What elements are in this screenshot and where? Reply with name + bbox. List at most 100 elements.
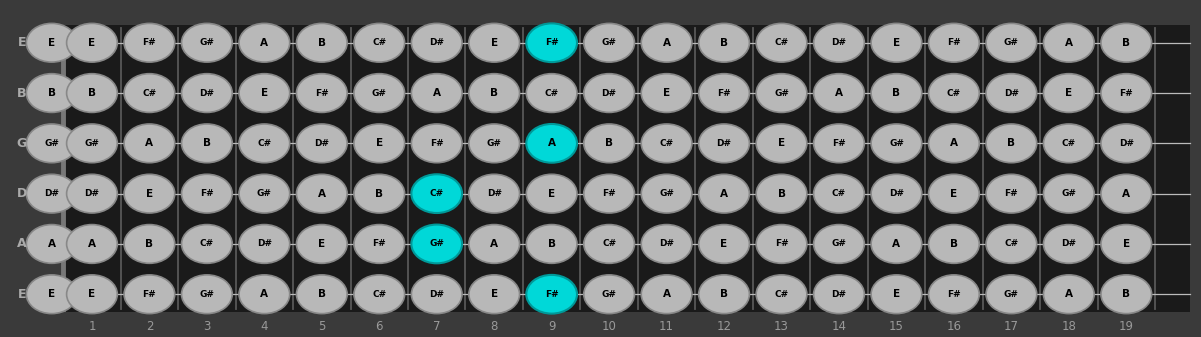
Ellipse shape bbox=[468, 174, 520, 213]
Text: 16: 16 bbox=[946, 320, 962, 333]
Text: E: E bbox=[491, 38, 497, 48]
Ellipse shape bbox=[181, 23, 232, 62]
Ellipse shape bbox=[526, 275, 576, 314]
Ellipse shape bbox=[641, 275, 692, 314]
Text: C#: C# bbox=[832, 189, 846, 198]
Ellipse shape bbox=[26, 74, 77, 113]
Ellipse shape bbox=[1101, 174, 1152, 213]
Ellipse shape bbox=[412, 174, 462, 213]
Ellipse shape bbox=[66, 124, 118, 163]
Ellipse shape bbox=[641, 74, 692, 113]
Ellipse shape bbox=[986, 174, 1036, 213]
Text: F#: F# bbox=[545, 290, 558, 299]
Text: C#: C# bbox=[544, 89, 558, 97]
Ellipse shape bbox=[124, 74, 175, 113]
Ellipse shape bbox=[757, 23, 807, 62]
Text: D#: D# bbox=[429, 38, 444, 47]
Text: D#: D# bbox=[831, 38, 847, 47]
Text: F#: F# bbox=[143, 38, 156, 47]
Ellipse shape bbox=[699, 23, 749, 62]
Text: 5: 5 bbox=[318, 320, 325, 333]
Ellipse shape bbox=[297, 275, 347, 314]
Ellipse shape bbox=[239, 74, 289, 113]
Text: E: E bbox=[89, 38, 96, 48]
Ellipse shape bbox=[1044, 124, 1094, 163]
Ellipse shape bbox=[354, 23, 405, 62]
Text: F#: F# bbox=[832, 139, 846, 148]
Ellipse shape bbox=[584, 224, 634, 263]
Ellipse shape bbox=[26, 23, 77, 62]
Ellipse shape bbox=[986, 74, 1036, 113]
Text: E: E bbox=[318, 239, 325, 249]
Text: A: A bbox=[1065, 289, 1072, 299]
Ellipse shape bbox=[124, 124, 175, 163]
Ellipse shape bbox=[641, 124, 692, 163]
Text: A: A bbox=[318, 189, 325, 198]
Text: G#: G# bbox=[429, 240, 444, 248]
Text: F#: F# bbox=[948, 38, 961, 47]
Text: C#: C# bbox=[143, 89, 156, 97]
Text: 8: 8 bbox=[490, 320, 498, 333]
Ellipse shape bbox=[1044, 275, 1094, 314]
Text: F#: F# bbox=[372, 240, 386, 248]
Ellipse shape bbox=[584, 23, 634, 62]
Text: A: A bbox=[17, 238, 26, 250]
Text: A: A bbox=[1122, 189, 1130, 198]
Text: B: B bbox=[721, 289, 728, 299]
Text: E: E bbox=[48, 289, 55, 299]
Text: G#: G# bbox=[486, 139, 502, 148]
Text: F#: F# bbox=[948, 290, 961, 299]
Text: C#: C# bbox=[372, 290, 387, 299]
Ellipse shape bbox=[412, 275, 462, 314]
Ellipse shape bbox=[699, 74, 749, 113]
Text: G#: G# bbox=[775, 89, 789, 97]
Text: 3: 3 bbox=[203, 320, 210, 333]
Text: E: E bbox=[892, 289, 900, 299]
Text: A: A bbox=[48, 239, 55, 249]
Text: E: E bbox=[145, 189, 153, 198]
Text: 11: 11 bbox=[659, 320, 674, 333]
Text: F#: F# bbox=[1004, 189, 1018, 198]
Text: B: B bbox=[375, 189, 383, 198]
Ellipse shape bbox=[871, 23, 922, 62]
Text: E: E bbox=[548, 189, 555, 198]
Text: F#: F# bbox=[430, 139, 443, 148]
Text: B: B bbox=[721, 38, 728, 48]
Ellipse shape bbox=[699, 174, 749, 213]
Text: C#: C# bbox=[659, 139, 674, 148]
Ellipse shape bbox=[181, 174, 232, 213]
Text: B: B bbox=[1122, 38, 1130, 48]
Ellipse shape bbox=[297, 124, 347, 163]
Ellipse shape bbox=[412, 23, 462, 62]
Text: 1: 1 bbox=[88, 320, 96, 333]
Ellipse shape bbox=[297, 23, 347, 62]
Text: 2: 2 bbox=[145, 320, 154, 333]
Text: E: E bbox=[89, 289, 96, 299]
Ellipse shape bbox=[757, 275, 807, 314]
Text: C#: C# bbox=[775, 38, 789, 47]
Text: B: B bbox=[605, 139, 614, 148]
Text: A: A bbox=[261, 38, 268, 48]
Text: D#: D# bbox=[84, 189, 100, 198]
Text: B: B bbox=[490, 88, 498, 98]
Ellipse shape bbox=[526, 124, 576, 163]
Text: B: B bbox=[318, 38, 325, 48]
Ellipse shape bbox=[181, 275, 232, 314]
Ellipse shape bbox=[928, 23, 979, 62]
Ellipse shape bbox=[239, 174, 289, 213]
Ellipse shape bbox=[412, 224, 462, 263]
Text: C#: C# bbox=[1004, 240, 1018, 248]
Text: 17: 17 bbox=[1004, 320, 1018, 333]
Ellipse shape bbox=[297, 74, 347, 113]
Text: B: B bbox=[548, 239, 556, 249]
Text: G#: G# bbox=[257, 189, 271, 198]
Text: B: B bbox=[17, 87, 26, 99]
Text: F#: F# bbox=[201, 189, 214, 198]
Ellipse shape bbox=[1101, 23, 1152, 62]
Ellipse shape bbox=[66, 74, 118, 113]
Ellipse shape bbox=[354, 174, 405, 213]
Text: 6: 6 bbox=[376, 320, 383, 333]
Ellipse shape bbox=[1044, 174, 1094, 213]
Ellipse shape bbox=[66, 275, 118, 314]
Ellipse shape bbox=[1044, 74, 1094, 113]
